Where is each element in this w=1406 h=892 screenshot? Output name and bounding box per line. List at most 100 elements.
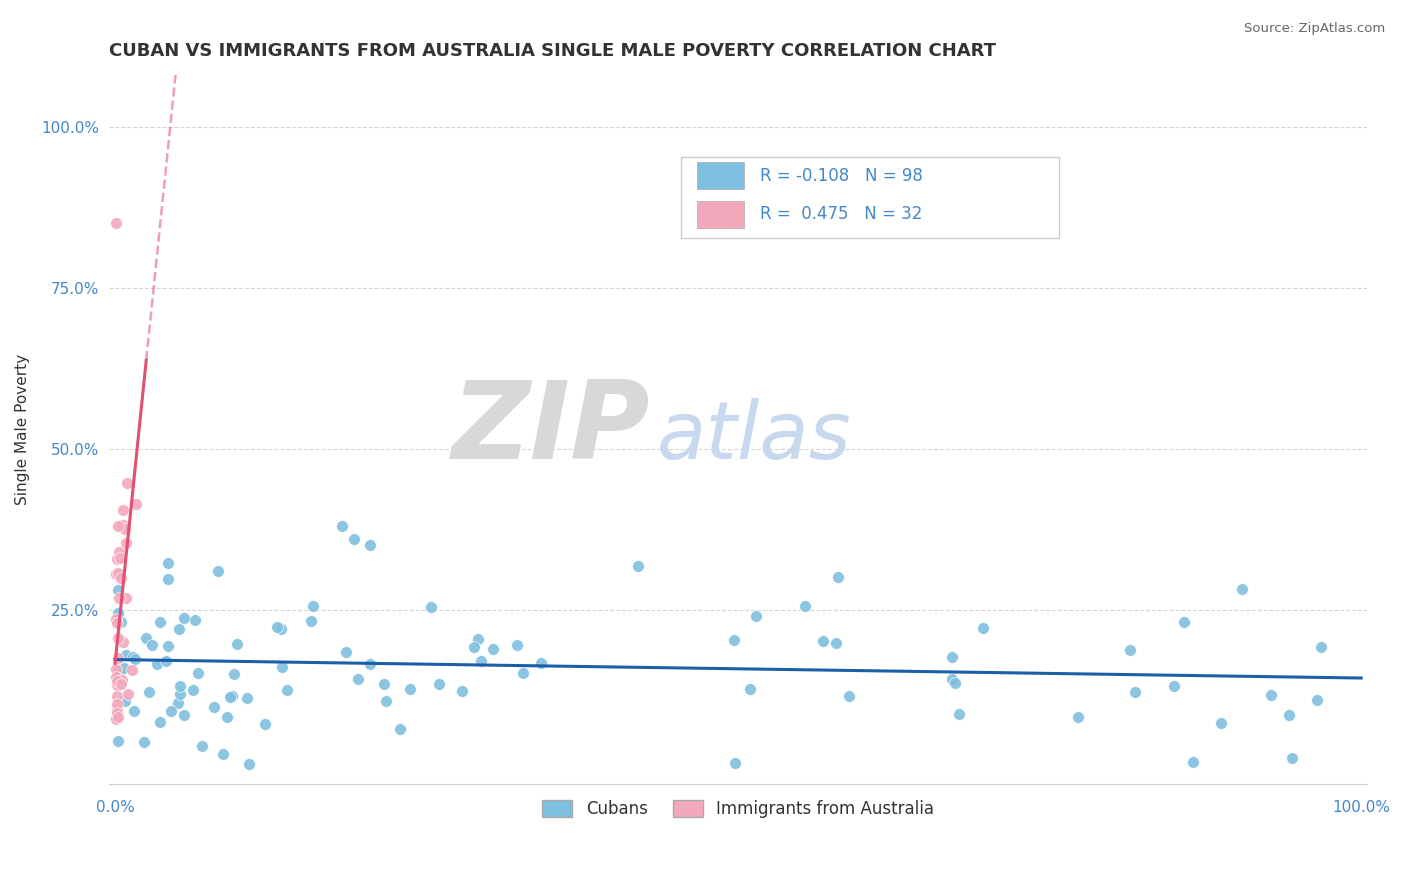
Cubans <box>948 707 970 722</box>
Immigrants from Australia <box>110 677 132 691</box>
Cubans <box>114 694 136 708</box>
Y-axis label: Single Male Poverty: Single Male Poverty <box>15 354 30 505</box>
Immigrants from Australia <box>105 712 128 726</box>
Cubans <box>173 611 195 625</box>
Cubans <box>135 632 157 646</box>
Cubans <box>302 599 325 613</box>
Immigrants from Australia <box>112 502 135 516</box>
Text: R =  0.475   N = 32: R = 0.475 N = 32 <box>759 205 922 223</box>
Immigrants from Australia <box>117 687 139 701</box>
Cubans <box>1173 615 1195 629</box>
Cubans <box>481 642 503 657</box>
Legend: Cubans, Immigrants from Australia: Cubans, Immigrants from Australia <box>536 794 941 825</box>
Cubans <box>110 615 132 630</box>
Cubans <box>825 636 848 650</box>
Immigrants from Australia <box>114 522 136 536</box>
Cubans <box>419 599 441 614</box>
Cubans <box>112 661 135 675</box>
Cubans <box>389 722 412 736</box>
Cubans <box>941 672 963 686</box>
Immigrants from Australia <box>111 673 134 688</box>
Immigrants from Australia <box>107 566 129 580</box>
Cubans <box>793 599 815 614</box>
Text: 100.0%: 100.0% <box>1331 800 1391 814</box>
Cubans <box>330 519 353 533</box>
Immigrants from Australia <box>105 216 128 230</box>
Cubans <box>187 665 209 680</box>
Cubans <box>359 657 381 672</box>
Cubans <box>167 696 190 710</box>
Cubans <box>359 538 381 552</box>
Cubans <box>169 687 191 701</box>
Immigrants from Australia <box>108 551 131 566</box>
Cubans <box>157 556 180 570</box>
Immigrants from Australia <box>107 712 129 726</box>
Cubans <box>184 613 207 627</box>
Cubans <box>138 685 160 699</box>
Cubans <box>1163 679 1185 693</box>
Immigrants from Australia <box>110 571 132 585</box>
Cubans <box>738 682 761 697</box>
Immigrants from Australia <box>108 591 131 606</box>
Text: atlas: atlas <box>657 398 851 475</box>
Cubans <box>941 650 963 665</box>
Text: 0.0%: 0.0% <box>96 800 135 814</box>
Cubans <box>1067 710 1090 724</box>
Cubans <box>335 645 357 659</box>
Cubans <box>1230 582 1253 597</box>
Cubans <box>373 677 395 691</box>
Cubans <box>1123 685 1146 699</box>
Cubans <box>1281 750 1303 764</box>
Immigrants from Australia <box>105 670 128 684</box>
Cubans <box>270 660 292 674</box>
Cubans <box>207 564 229 578</box>
Immigrants from Australia <box>107 651 129 665</box>
Immigrants from Australia <box>105 611 128 625</box>
Cubans <box>451 684 474 698</box>
Immigrants from Australia <box>105 552 128 566</box>
Immigrants from Australia <box>107 545 129 559</box>
Cubans <box>512 665 534 680</box>
Cubans <box>107 583 129 598</box>
Cubans <box>173 707 195 722</box>
Cubans <box>827 570 849 584</box>
Cubans <box>160 705 183 719</box>
Immigrants from Australia <box>105 702 128 716</box>
Cubans <box>149 715 172 730</box>
Immigrants from Australia <box>121 664 143 678</box>
Cubans <box>270 622 292 636</box>
Immigrants from Australia <box>105 615 128 630</box>
Cubans <box>236 690 259 705</box>
Cubans <box>1209 716 1232 731</box>
Cubans <box>723 633 745 648</box>
Cubans <box>506 638 529 652</box>
Cubans <box>347 672 370 686</box>
Cubans <box>218 690 240 704</box>
Cubans <box>202 700 225 714</box>
Cubans <box>398 681 420 696</box>
Cubans <box>427 676 450 690</box>
Immigrants from Australia <box>112 635 135 649</box>
Cubans <box>238 757 260 772</box>
Cubans <box>266 620 288 634</box>
Cubans <box>107 734 129 748</box>
Cubans <box>813 634 835 648</box>
Cubans <box>167 622 190 636</box>
Cubans <box>1278 708 1301 723</box>
Cubans <box>744 609 766 624</box>
Immigrants from Australia <box>107 710 129 724</box>
Cubans <box>222 667 245 681</box>
Immigrants from Australia <box>115 475 138 490</box>
Cubans <box>121 650 143 665</box>
Immigrants from Australia <box>105 706 128 720</box>
Immigrants from Australia <box>105 673 128 688</box>
Text: R = -0.108   N = 98: R = -0.108 N = 98 <box>759 167 922 185</box>
Cubans <box>943 676 966 690</box>
Immigrants from Australia <box>107 519 129 533</box>
Text: CUBAN VS IMMIGRANTS FROM AUSTRALIA SINGLE MALE POVERTY CORRELATION CHART: CUBAN VS IMMIGRANTS FROM AUSTRALIA SINGL… <box>108 42 995 60</box>
Cubans <box>181 683 204 698</box>
Cubans <box>156 572 179 586</box>
Cubans <box>107 665 129 680</box>
Cubans <box>155 654 177 668</box>
Cubans <box>276 682 298 697</box>
